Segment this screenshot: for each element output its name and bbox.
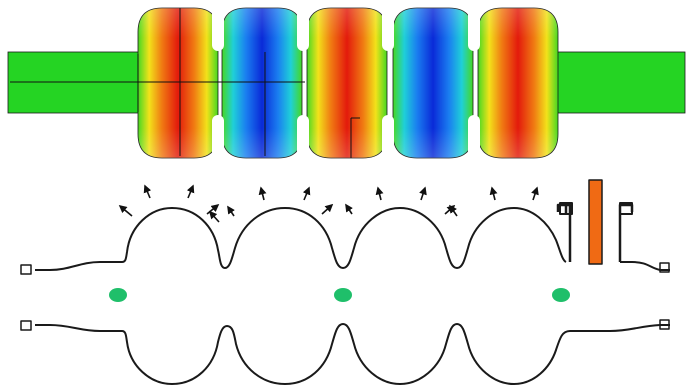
field-cell-3-shade bbox=[307, 8, 387, 158]
force-arrow-11 bbox=[375, 186, 384, 201]
force-arrow-1 bbox=[118, 204, 133, 217]
beam-pipe-right bbox=[544, 51, 686, 114]
force-arrow-5 bbox=[208, 210, 220, 223]
field-cell-5-shade bbox=[478, 8, 558, 158]
force-arrow-10 bbox=[345, 203, 353, 215]
field-cell-1-shade bbox=[138, 8, 218, 158]
beam-axis-markers bbox=[109, 288, 570, 302]
beam-axis-marker-2 bbox=[334, 288, 352, 302]
force-arrow-4 bbox=[206, 203, 220, 215]
force-arrow-2 bbox=[143, 184, 152, 199]
iris-bottom-1 bbox=[212, 115, 224, 159]
force-arrow-9 bbox=[321, 203, 334, 215]
coupler-right-cap bbox=[619, 202, 633, 215]
force-arrow-6 bbox=[227, 205, 235, 217]
force-arrow-16 bbox=[531, 186, 539, 201]
force-arrow-8 bbox=[302, 186, 311, 201]
right-flange-bottom bbox=[659, 319, 670, 330]
force-arrow-3 bbox=[186, 184, 195, 199]
field-cell-4-shade bbox=[393, 8, 473, 158]
beam-axis-marker-1 bbox=[109, 288, 127, 302]
beam-axis-marker-3 bbox=[552, 288, 570, 302]
force-arrows bbox=[118, 184, 539, 223]
right-flange-top bbox=[659, 262, 670, 273]
cavity-profile bbox=[20, 179, 670, 385]
iris-bottom-4 bbox=[468, 115, 480, 159]
force-arrow-7 bbox=[258, 186, 267, 201]
field-cut-lines bbox=[10, 8, 360, 158]
cavity-outline-bottom bbox=[35, 323, 670, 385]
force-arrow-12 bbox=[419, 186, 427, 201]
force-arrow-14 bbox=[449, 204, 458, 217]
left-flange-bottom bbox=[20, 320, 32, 331]
iris-top-3 bbox=[382, 7, 394, 51]
iris-top-2 bbox=[297, 7, 309, 51]
coupler bbox=[556, 179, 634, 265]
force-arrow-15 bbox=[489, 186, 498, 201]
iris-bottom-2 bbox=[297, 115, 309, 159]
field-map bbox=[7, 7, 686, 159]
iris-top-1 bbox=[212, 7, 224, 51]
coupler-left-cap bbox=[559, 202, 573, 215]
iris-top-4 bbox=[468, 7, 480, 51]
coupler-rod bbox=[588, 179, 603, 265]
field-cells bbox=[137, 7, 559, 159]
cavity-outline-top bbox=[35, 207, 567, 271]
field-cell-2-shade bbox=[222, 8, 302, 158]
left-flange-top bbox=[20, 264, 32, 275]
iris-bottom-3 bbox=[382, 115, 394, 159]
